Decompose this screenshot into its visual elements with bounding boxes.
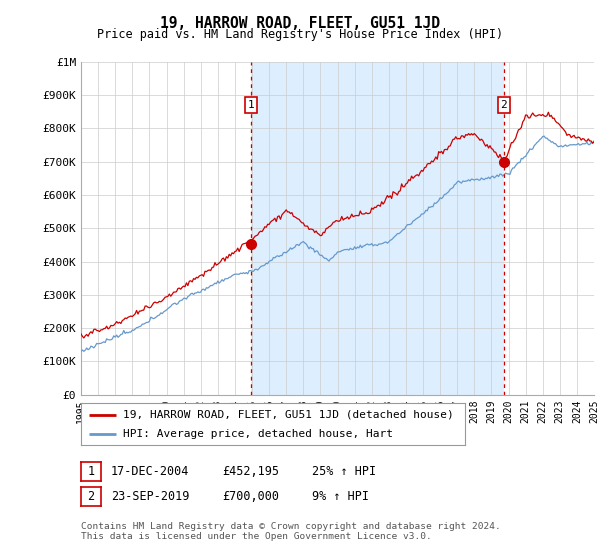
Text: £452,195: £452,195 (222, 465, 279, 478)
Text: Price paid vs. HM Land Registry's House Price Index (HPI): Price paid vs. HM Land Registry's House … (97, 28, 503, 41)
Text: £700,000: £700,000 (222, 490, 279, 503)
Text: 25% ↑ HPI: 25% ↑ HPI (312, 465, 376, 478)
Text: 2: 2 (88, 490, 94, 503)
Text: Contains HM Land Registry data © Crown copyright and database right 2024.
This d: Contains HM Land Registry data © Crown c… (81, 522, 501, 542)
Text: 19, HARROW ROAD, FLEET, GU51 1JD: 19, HARROW ROAD, FLEET, GU51 1JD (160, 16, 440, 31)
Bar (251, 62, 504, 395)
Text: 1: 1 (88, 465, 94, 478)
Text: 23-SEP-2019: 23-SEP-2019 (111, 490, 190, 503)
Text: 1: 1 (248, 100, 254, 110)
Text: 17-DEC-2004: 17-DEC-2004 (111, 465, 190, 478)
Text: 9% ↑ HPI: 9% ↑ HPI (312, 490, 369, 503)
Text: 19, HARROW ROAD, FLEET, GU51 1JD (detached house): 19, HARROW ROAD, FLEET, GU51 1JD (detach… (123, 409, 454, 419)
Text: 2: 2 (500, 100, 507, 110)
Text: HPI: Average price, detached house, Hart: HPI: Average price, detached house, Hart (123, 429, 393, 439)
